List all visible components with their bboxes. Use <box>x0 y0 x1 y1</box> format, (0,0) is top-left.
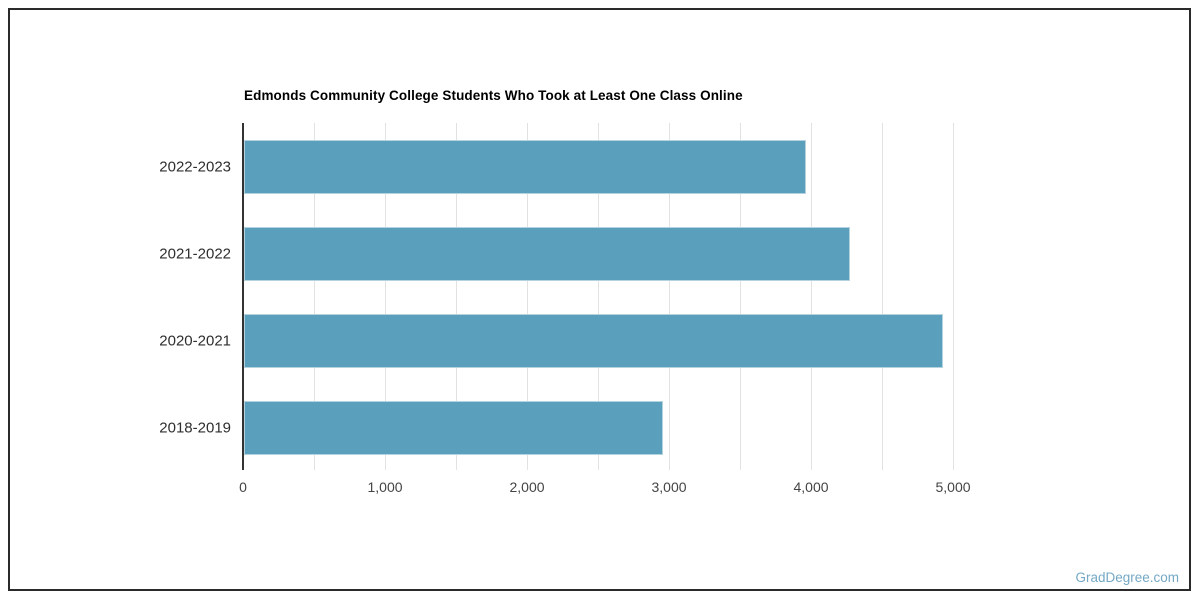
x-tick-label: 1,000 <box>367 479 403 495</box>
gridline <box>598 123 599 470</box>
watermark-link[interactable]: GradDegree.com <box>1075 570 1179 585</box>
gridline <box>385 123 386 470</box>
bar-2021-2022 <box>244 227 851 281</box>
x-tick-label: 3,000 <box>651 479 687 495</box>
gridline <box>953 123 954 470</box>
gridline <box>314 123 315 470</box>
gridline <box>669 123 670 470</box>
chart-title: Edmonds Community College Students Who T… <box>244 88 743 103</box>
gridline <box>882 123 883 470</box>
chart-frame: Edmonds Community College Students Who T… <box>8 8 1191 591</box>
x-tick-label: 5,000 <box>935 479 971 495</box>
gridline <box>740 123 741 470</box>
y-category-label: 2022-2023 <box>159 158 231 175</box>
gridline <box>811 123 812 470</box>
gridline <box>456 123 457 470</box>
y-category-label: 2020-2021 <box>159 332 231 349</box>
y-category-label: 2018-2019 <box>159 419 231 436</box>
plot-area: 0 1,000 2,000 3,000 4,000 5,000 <box>239 123 1024 495</box>
y-category-label: 2021-2022 <box>159 245 231 262</box>
bar-2022-2023 <box>244 140 807 194</box>
bar-2018-2019 <box>244 401 663 455</box>
x-tick-label: 2,000 <box>509 479 545 495</box>
y-axis-line <box>242 123 244 470</box>
x-tick-label: 4,000 <box>793 479 829 495</box>
x-tick-label: 0 <box>239 479 247 495</box>
gridline <box>527 123 528 470</box>
bar-2020-2021 <box>244 314 943 368</box>
